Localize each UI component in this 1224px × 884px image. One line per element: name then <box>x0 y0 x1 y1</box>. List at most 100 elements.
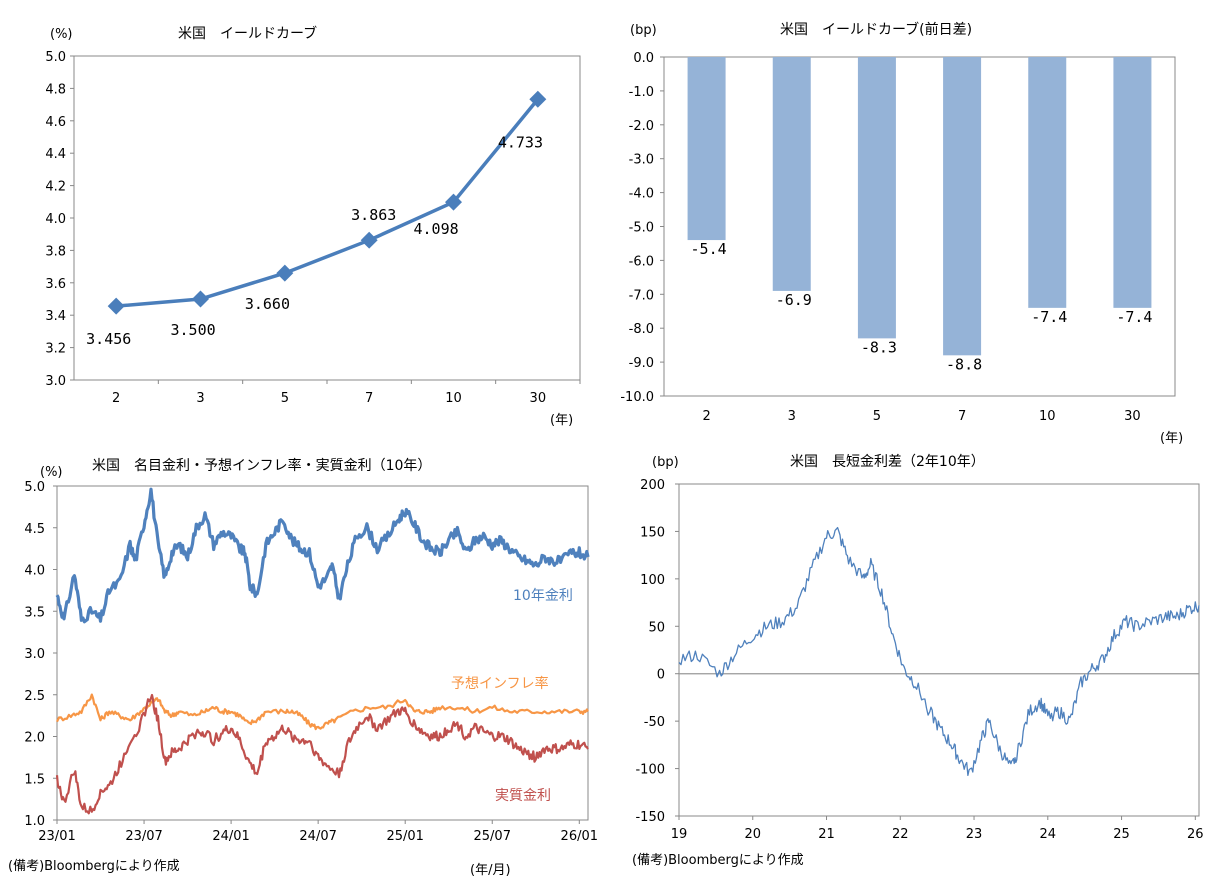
yield-change-bar <box>943 57 982 356</box>
y-tick-label: 3.0 <box>24 647 45 662</box>
y-tick-label: 3.0 <box>45 374 66 389</box>
yield-curve-point <box>192 290 209 308</box>
yield-change-chart: 米国 イールドカーブ(前日差) (bp) (年) 0.0 -1.0 -2.0 -3.0… <box>620 21 1183 446</box>
y-tick-label: 3.4 <box>45 309 66 324</box>
yield-curve-ylabel: (%) <box>50 27 73 42</box>
yield-curve-title: 米国 イールドカーブ <box>178 25 317 42</box>
y-tick-label: 5.0 <box>45 50 66 65</box>
yield-change-data-label: -8.3 <box>861 338 897 356</box>
term-spread-title: 米国 長短金利差（2年10年） <box>790 454 985 470</box>
x-tick-label: 23/01 <box>38 829 75 844</box>
yield-change-title: 米国 イールドカーブ(前日差) <box>780 21 972 38</box>
y-tick-label: -1.0 <box>629 85 654 100</box>
x-tick-label: 26 <box>1187 827 1204 842</box>
y-tick-label: 5.0 <box>24 480 45 495</box>
y-tick-label: -8.0 <box>629 322 654 337</box>
term-spread-line <box>678 526 1200 777</box>
term-spread-plot-frame <box>678 483 1200 817</box>
x-tick-label: 26/01 <box>561 829 598 844</box>
y-tick-label: 1.0 <box>24 814 45 829</box>
rates-chart: 米国 名目金利・予想インフレ率・実質金利（10年） (%) (年/月) (備考)… <box>8 457 598 878</box>
yield-change-bar <box>857 57 896 339</box>
rates-ylabel: (%) <box>40 465 63 480</box>
series-label-real-rate: 実質金利 <box>495 788 551 804</box>
y-tick-label: 0.0 <box>633 51 654 66</box>
yield-curve-plot-frame <box>73 55 581 381</box>
x-tick-label: 19 <box>671 827 688 842</box>
y-tick-label: 4.6 <box>45 115 66 130</box>
y-tick-label: -50 <box>644 715 665 730</box>
yield-change-plot-frame <box>663 56 1176 397</box>
x-tick-label: 25/07 <box>474 829 511 844</box>
yield-curve-xlabel: (年) <box>550 413 573 428</box>
yield-curve-line <box>116 98 540 308</box>
x-tick-label: 3 <box>788 409 796 424</box>
x-tick-label: 5 <box>873 409 881 424</box>
x-tick-label: 2 <box>112 391 120 406</box>
yield-change-data-label: -8.8 <box>946 355 982 373</box>
rates-series-line-2 <box>55 693 589 815</box>
x-tick-label: 5 <box>281 391 289 406</box>
x-tick-label: 23 <box>966 827 983 842</box>
y-tick-label: 1.5 <box>24 772 45 787</box>
yield-change-data-label: -7.4 <box>1031 308 1067 326</box>
x-tick-label: 2 <box>702 409 710 424</box>
x-tick-label: 10 <box>1039 409 1056 424</box>
y-tick-label: -10.0 <box>620 390 654 405</box>
series-label-inflation-expectation: 予想インフレ率 <box>451 675 549 692</box>
x-tick-label: 22 <box>892 827 909 842</box>
yield-change-bar <box>687 57 726 241</box>
yield-change-data-label: -5.4 <box>691 240 727 258</box>
rates-xlabel: (年/月) <box>470 863 511 878</box>
y-tick-label: 4.5 <box>24 522 45 537</box>
x-tick-label: 21 <box>818 827 835 842</box>
yield-curve-data-label: 3.660 <box>245 295 290 313</box>
yield-curve-point <box>360 231 378 249</box>
x-tick-label: 23/07 <box>125 829 162 844</box>
yield-change-data-label: -7.4 <box>1116 308 1152 326</box>
y-tick-label: 3.5 <box>24 605 45 620</box>
y-tick-label: 3.2 <box>45 342 66 357</box>
yield-curve-data-label: 3.500 <box>171 321 216 339</box>
y-tick-label: 4.4 <box>45 147 66 162</box>
x-tick-label: 7 <box>958 409 966 424</box>
term-spread-source-note: (備考)Bloombergにより作成 <box>632 852 804 868</box>
y-tick-label: 2.5 <box>24 689 45 704</box>
x-tick-label: 30 <box>530 391 547 406</box>
y-tick-label: 4.0 <box>24 564 45 579</box>
rates-title: 米国 名目金利・予想インフレ率・実質金利（10年） <box>92 457 431 474</box>
y-tick-label: 200 <box>640 478 665 493</box>
yield-curve-data-label: 3.456 <box>86 330 131 348</box>
y-tick-label: 4.2 <box>45 180 66 195</box>
x-tick-label: 10 <box>445 391 462 406</box>
yield-change-bar <box>772 57 811 291</box>
yield-change-xlabel: (年) <box>1160 431 1183 446</box>
yield-curve-point <box>529 90 547 108</box>
x-tick-label: 24 <box>1040 827 1057 842</box>
y-tick-label: -5.0 <box>629 221 654 236</box>
yield-curve-data-label: 4.098 <box>414 220 459 238</box>
yield-curve-data-label: 4.733 <box>498 133 543 151</box>
x-tick-label: 24/07 <box>299 829 336 844</box>
y-tick-label: -6.0 <box>629 254 654 269</box>
y-tick-label: 0 <box>657 668 665 683</box>
y-tick-label: -100 <box>635 763 665 778</box>
y-tick-label: -9.0 <box>629 356 654 371</box>
series-label-10y-rate: 10年金利 <box>513 588 573 604</box>
y-tick-label: 4.8 <box>45 82 66 97</box>
yield-curve-point <box>276 264 294 282</box>
y-tick-label: 50 <box>648 620 665 635</box>
yield-change-bar <box>1113 57 1152 308</box>
x-tick-label: 20 <box>744 827 761 842</box>
rates-plot-frame <box>56 485 589 821</box>
y-tick-label: 3.8 <box>45 244 66 259</box>
y-tick-label: -2.0 <box>629 119 654 134</box>
x-tick-label: 30 <box>1124 409 1141 424</box>
y-tick-label: -3.0 <box>629 153 654 168</box>
yield-curve-chart: 米国 イールドカーブ (%) (年) 3.0 3.2 3.4 3.6 3.8 4.0 4.2… <box>45 25 581 428</box>
y-tick-label: 100 <box>640 573 665 588</box>
y-tick-label: 2.0 <box>24 731 45 746</box>
yield-curve-data-label: 3.863 <box>351 206 396 224</box>
term-spread-ylabel: (bp) <box>652 455 679 470</box>
